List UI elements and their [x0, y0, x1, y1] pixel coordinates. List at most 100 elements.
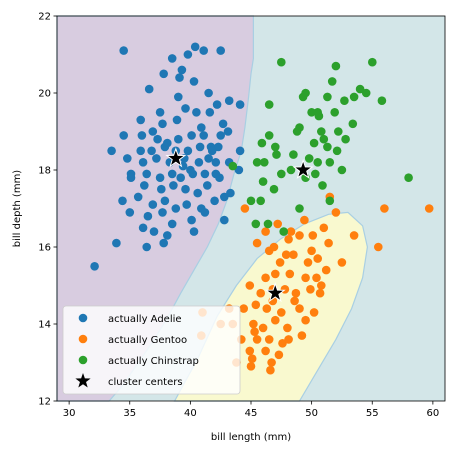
point-actually-gentoo-44 [258, 323, 268, 333]
point-actually-adelie-48 [194, 158, 204, 167]
point-actually-gentoo-17 [289, 250, 298, 259]
legend-marker-actually-adelie [78, 313, 88, 323]
point-actually-adelie-86 [189, 227, 199, 236]
point-actually-gentoo-11 [380, 204, 389, 213]
point-actually-adelie-25 [137, 131, 147, 140]
point-actually-adelie-10 [204, 88, 213, 98]
point-actually-chinstrap-36 [264, 131, 274, 140]
x-tick-label-30: 30 [63, 408, 76, 419]
x-tick-label-45: 45 [245, 408, 258, 419]
point-actually-chinstrap-5 [309, 138, 319, 148]
point-actually-adelie-88 [112, 238, 121, 248]
point-actually-adelie-78 [158, 208, 167, 217]
point-actually-adelie-4 [183, 50, 193, 59]
point-actually-adelie-14 [224, 96, 234, 105]
point-actually-chinstrap-42 [286, 165, 296, 175]
y-tick-label-20: 20 [38, 89, 51, 100]
point-actually-gentoo-51 [278, 339, 287, 348]
point-actually-adelie-58 [200, 169, 210, 179]
point-actually-chinstrap-52 [272, 150, 281, 159]
point-actually-adelie-67 [118, 196, 127, 206]
point-actually-chinstrap-0 [264, 100, 274, 109]
point-actually-gentoo-55 [274, 350, 284, 360]
point-actually-adelie-77 [143, 211, 153, 221]
point-actually-adelie-22 [218, 119, 228, 129]
y-tick-label-14: 14 [38, 320, 51, 331]
point-actually-gentoo-68 [286, 227, 296, 236]
point-actually-gentoo-30 [291, 288, 301, 298]
point-actually-chinstrap-10 [331, 61, 341, 71]
y-tick-label-16: 16 [38, 243, 51, 254]
point-actually-adelie-76 [125, 208, 135, 217]
point-actually-adelie-63 [169, 181, 178, 190]
cluster-center-star-1 [264, 282, 286, 303]
point-actually-adelie-95 [148, 127, 158, 136]
point-actually-chinstrap-15 [361, 88, 371, 98]
point-actually-chinstrap-45 [228, 161, 238, 171]
x-tick-label-55: 55 [366, 408, 379, 419]
point-actually-adelie-34 [136, 146, 145, 156]
point-actually-chinstrap-13 [349, 92, 359, 102]
legend-label-actually-gentoo: actually Gentoo [108, 335, 187, 346]
point-actually-chinstrap-35 [252, 158, 262, 167]
point-actually-chinstrap-41 [279, 227, 289, 236]
point-actually-chinstrap-33 [269, 184, 279, 194]
point-actually-chinstrap-11 [334, 127, 343, 136]
y-axis-ticks: 12 14 16 18 20 22 [38, 12, 57, 408]
point-actually-gentoo-45 [271, 315, 280, 325]
point-actually-adelie-93 [207, 146, 217, 156]
point-actually-gentoo-31 [306, 285, 315, 294]
legend-marker-actually-gentoo [78, 334, 88, 344]
cluster-center-star-2 [292, 158, 314, 179]
point-actually-adelie-49 [204, 154, 213, 163]
x-tick-label-35: 35 [123, 408, 136, 419]
point-actually-chinstrap-53 [295, 204, 304, 213]
point-actually-gentoo-63 [281, 250, 291, 259]
point-actually-gentoo-19 [313, 254, 323, 263]
point-actually-adelie-1 [177, 65, 187, 75]
point-actually-chinstrap-27 [318, 181, 327, 190]
point-actually-adelie-83 [138, 223, 148, 233]
point-actually-gentoo-3 [273, 219, 283, 229]
point-actually-chinstrap-44 [257, 138, 267, 148]
point-actually-chinstrap-21 [330, 108, 340, 117]
point-actually-adelie-80 [187, 215, 196, 225]
point-actually-chinstrap-16 [368, 57, 377, 67]
point-actually-gentoo-20 [321, 265, 331, 275]
point-actually-gentoo-2 [261, 227, 270, 236]
point-actually-gentoo-34 [239, 304, 248, 313]
point-actually-adelie-60 [234, 165, 244, 175]
point-actually-adelie-66 [203, 181, 212, 190]
y-axis-label: bill depth (mm) [12, 170, 23, 248]
point-actually-chinstrap-49 [337, 165, 347, 175]
point-actually-adelie-18 [136, 115, 145, 125]
point-actually-gentoo-59 [246, 362, 256, 371]
point-actually-gentoo-26 [245, 281, 255, 290]
point-actually-adelie-5 [216, 46, 225, 55]
point-actually-gentoo-37 [277, 308, 286, 317]
cluster-centers [165, 147, 314, 303]
point-actually-gentoo-1 [252, 238, 262, 248]
point-actually-adelie-42 [235, 146, 245, 156]
y-tick-label-18: 18 [38, 166, 51, 177]
point-actually-adelie-44 [138, 158, 148, 167]
point-actually-gentoo-35 [251, 300, 261, 310]
point-actually-gentoo-70 [250, 327, 259, 337]
point-actually-chinstrap-39 [251, 219, 261, 229]
point-actually-adelie-79 [167, 219, 177, 229]
point-actually-adelie-39 [195, 142, 205, 152]
point-actually-adelie-71 [171, 204, 181, 213]
point-actually-adelie-11 [144, 84, 154, 94]
point-actually-gentoo-0 [240, 204, 250, 213]
point-actually-gentoo-5 [295, 231, 304, 240]
point-actually-adelie-26 [153, 134, 162, 144]
point-actually-adelie-20 [172, 115, 182, 125]
point-actually-chinstrap-7 [317, 127, 326, 136]
point-actually-gentoo-27 [256, 288, 266, 298]
point-actually-chinstrap-17 [377, 96, 387, 105]
point-actually-gentoo-53 [245, 346, 255, 356]
point-actually-gentoo-54 [261, 346, 270, 356]
point-actually-adelie-69 [148, 200, 158, 209]
point-actually-chinstrap-32 [271, 142, 280, 152]
point-actually-adelie-6 [159, 69, 168, 79]
